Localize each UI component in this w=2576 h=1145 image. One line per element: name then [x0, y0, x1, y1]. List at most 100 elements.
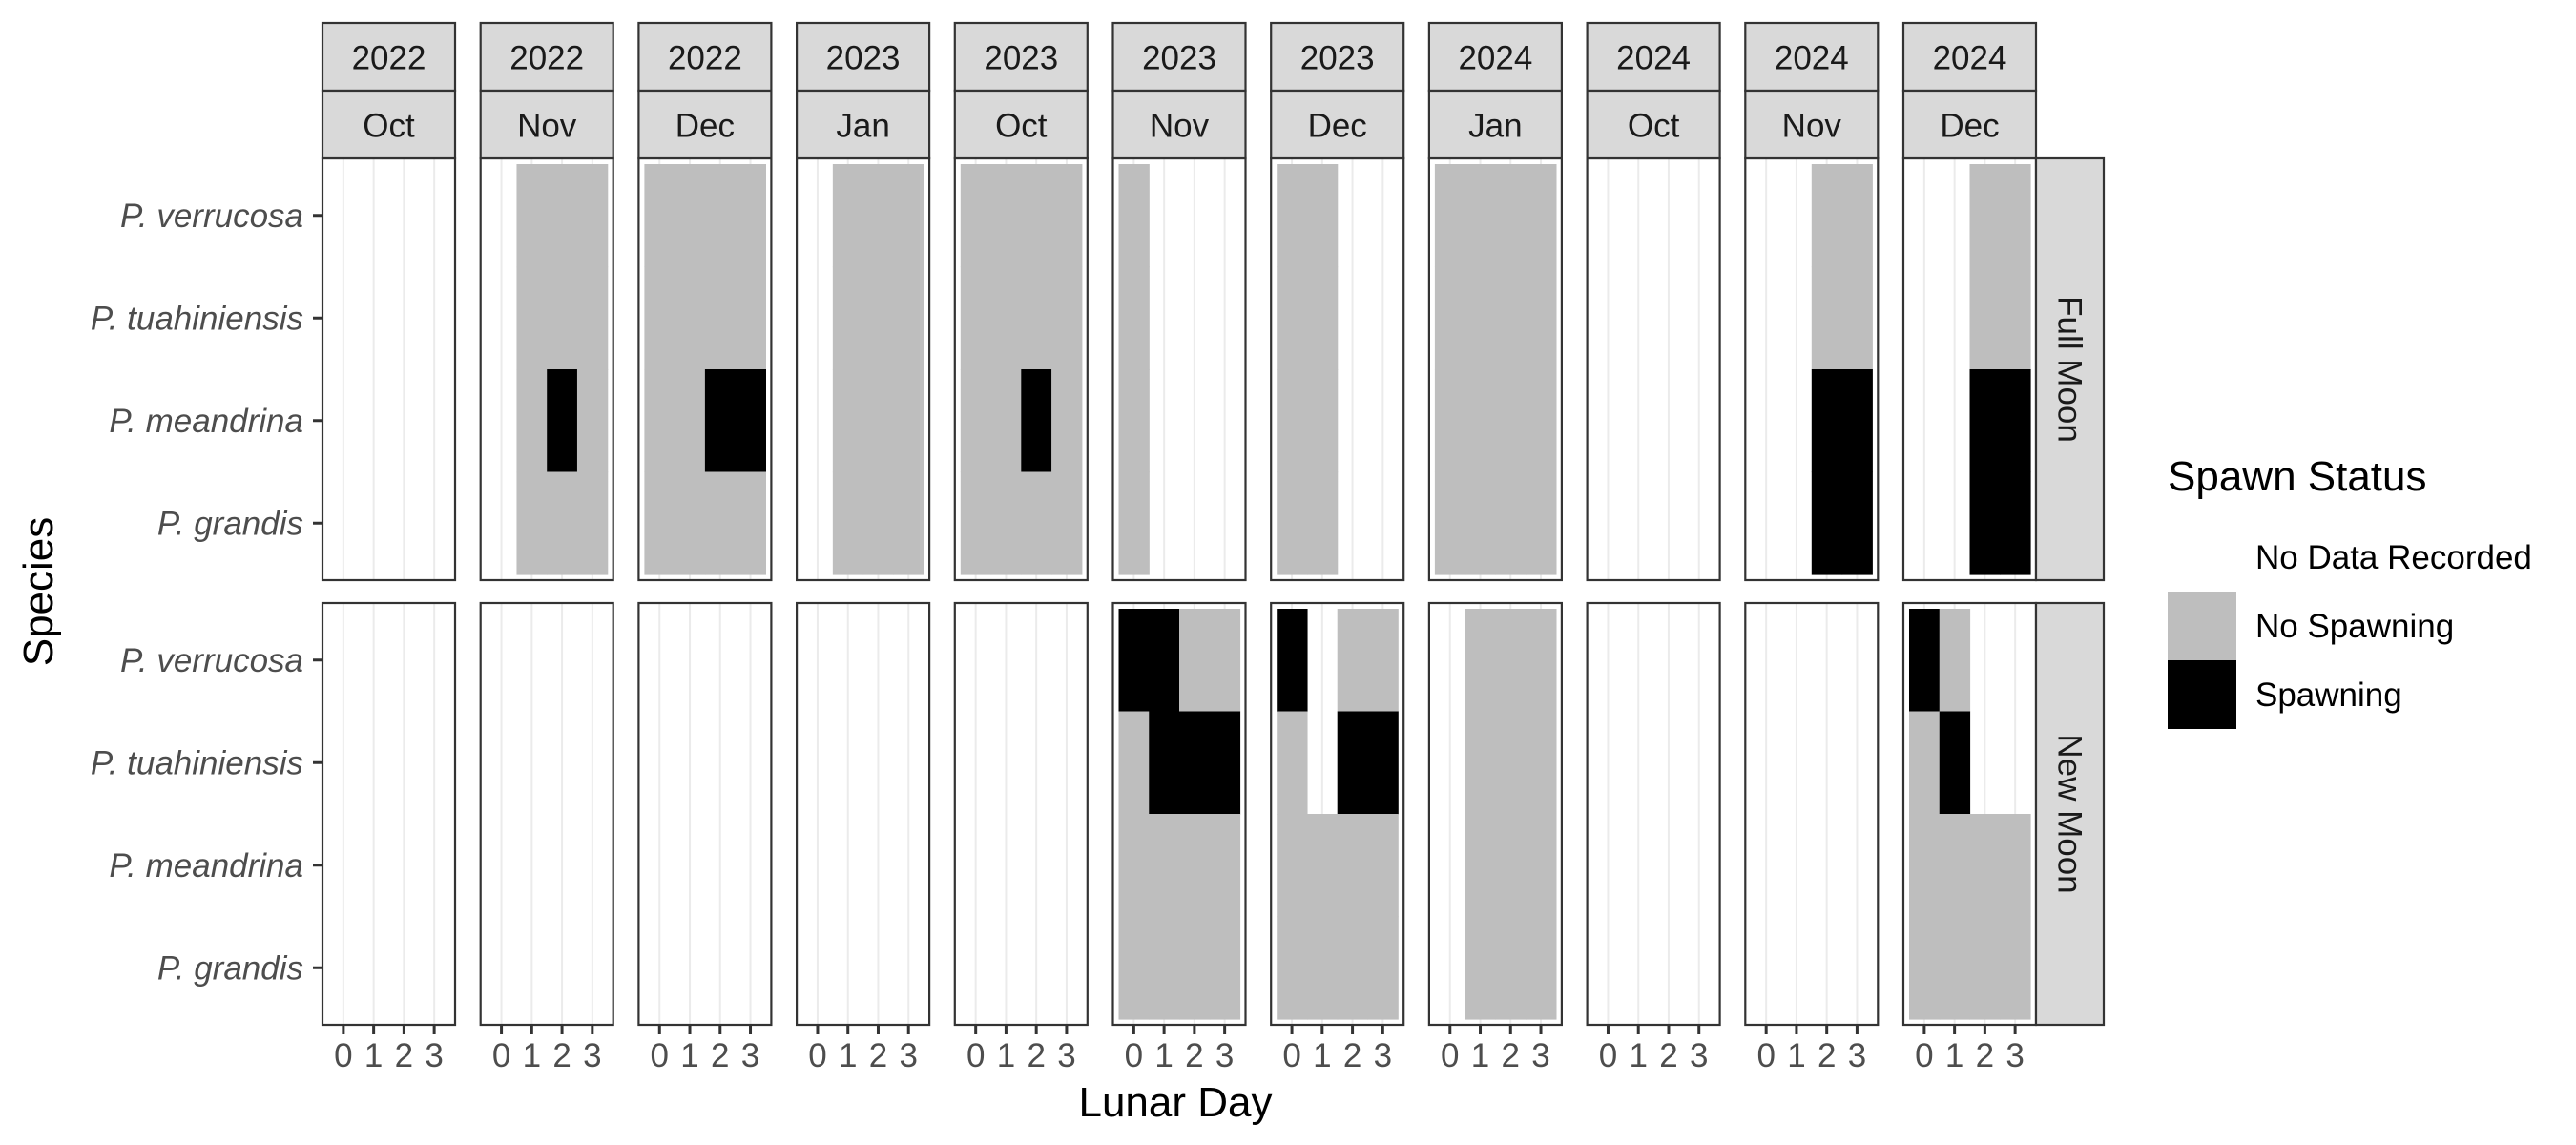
y-tick-label: P. verrucosa — [120, 642, 303, 679]
heatmap-cell — [990, 369, 1022, 473]
heatmap-cell — [1277, 369, 1308, 473]
month-strip — [1427, 89, 1564, 160]
heatmap-cell — [862, 164, 894, 268]
year-strip-label: 2024 — [1775, 40, 1849, 77]
heatmap-cell — [990, 164, 1022, 268]
legend-label: Spawning — [2255, 677, 2402, 714]
heatmap-cell — [990, 471, 1022, 575]
x-tick-label: 2 — [1185, 1037, 1203, 1074]
heatmap-cell — [1909, 814, 1941, 918]
x-tick-label: 3 — [583, 1037, 601, 1074]
heatmap-cell — [2000, 814, 2031, 918]
year-strip — [321, 21, 457, 93]
heatmap-cell — [832, 164, 864, 268]
year-strip — [1586, 21, 1721, 93]
month-strip-label: Dec — [1940, 108, 1999, 145]
panel-border — [1744, 601, 1880, 1027]
heatmap-cell — [704, 164, 737, 268]
x-tick-label: 0 — [492, 1037, 510, 1074]
month-strip-label: Oct — [363, 108, 415, 145]
panel-background — [322, 603, 455, 1025]
heatmap-cell — [1209, 814, 1241, 918]
heatmap-cell — [1465, 916, 1496, 1020]
year-strip-label: 2023 — [826, 40, 901, 77]
heatmap-cell — [576, 164, 609, 268]
legend-title: Spawn Status — [2168, 453, 2427, 500]
legend-key — [2168, 523, 2236, 592]
heatmap-cell — [704, 471, 737, 575]
x-tick-label: 3 — [425, 1037, 443, 1074]
year-strip-label: 2023 — [984, 40, 1058, 77]
year-strip-label: 2024 — [1458, 40, 1532, 77]
heatmap-cell — [1465, 471, 1496, 575]
heatmap-cell — [1277, 711, 1308, 815]
x-tick-label: 1 — [680, 1037, 698, 1074]
year-strip — [1744, 21, 1880, 93]
panel-background — [480, 603, 613, 1025]
heatmap-cell — [1277, 814, 1308, 918]
heatmap-cell — [1526, 814, 1557, 918]
x-tick-label: 3 — [2005, 1037, 2024, 1074]
x-tick-label: 0 — [1756, 1037, 1775, 1074]
x-tick-label: 1 — [364, 1037, 383, 1074]
heatmap-cell — [1179, 711, 1211, 815]
heatmap-cell — [576, 266, 609, 370]
heatmap-cell — [1969, 164, 2001, 268]
heatmap-cell — [1465, 164, 1496, 268]
heatmap-cell — [832, 471, 864, 575]
heatmap-cell — [960, 471, 992, 575]
y-tick-label: P. verrucosa — [120, 198, 303, 235]
heatmap-cell — [1811, 266, 1843, 370]
month-strip — [795, 89, 931, 160]
axes: P. verrucosa P. tuahiniensis P. meandrina P… — [91, 198, 2025, 1074]
heatmap-cell — [547, 369, 578, 473]
heatmap-cell — [1118, 369, 1150, 473]
month-strip-label: Oct — [1628, 108, 1680, 145]
heatmap-cell — [1118, 916, 1150, 1020]
panel-background — [322, 158, 455, 580]
heatmap-cell — [1526, 471, 1557, 575]
heatmap-cell — [960, 369, 992, 473]
x-tick-label: 1 — [1313, 1037, 1331, 1074]
heatmap-cell — [1434, 164, 1466, 268]
x-tick-label: 1 — [1154, 1037, 1173, 1074]
x-tick-label: 2 — [1976, 1037, 1994, 1074]
panel-background — [1745, 603, 1879, 1025]
legend-key — [2168, 592, 2236, 660]
year-strip — [953, 21, 1089, 93]
heatmap-cell — [1337, 916, 1369, 1020]
month-strip — [1111, 89, 1247, 160]
heatmap-cell — [547, 471, 578, 575]
heatmap-cell — [1526, 609, 1557, 713]
heatmap-cell — [704, 369, 737, 473]
x-axis-title: Lunar Day — [1078, 1079, 1272, 1126]
panel-border — [479, 601, 614, 1027]
heatmap-cell — [547, 164, 578, 268]
heatmap-cell — [1495, 471, 1527, 575]
year-strip — [1901, 21, 2038, 93]
heatmap-cell — [1969, 471, 2001, 575]
month-strip — [1744, 89, 1880, 160]
month-strip-label: Jan — [1468, 108, 1522, 145]
heatmap-cell — [1526, 369, 1557, 473]
month-strip — [953, 89, 1089, 160]
year-strip-label: 2023 — [1142, 40, 1216, 77]
year-strip — [637, 21, 773, 93]
x-tick-label: 3 — [741, 1037, 759, 1074]
panel-background — [954, 603, 1088, 1025]
heatmap-cell — [516, 266, 548, 370]
month-strip — [1270, 89, 1405, 160]
year-strip-label: 2024 — [1616, 40, 1691, 77]
heatmap-cell — [1939, 609, 1971, 713]
heatmap-cell — [1179, 609, 1211, 713]
heatmap-cell — [1465, 814, 1496, 918]
month-strip-label: Oct — [995, 108, 1048, 145]
x-tick-label: 1 — [839, 1037, 857, 1074]
heatmap-cell — [1495, 814, 1527, 918]
heatmap-cell — [735, 369, 766, 473]
x-tick-label: 0 — [1125, 1037, 1143, 1074]
heatmap-cell — [1118, 164, 1150, 268]
year-strip-label: 2023 — [1300, 40, 1375, 77]
x-tick-label: 2 — [1818, 1037, 1836, 1074]
heatmap-cell — [1526, 266, 1557, 370]
